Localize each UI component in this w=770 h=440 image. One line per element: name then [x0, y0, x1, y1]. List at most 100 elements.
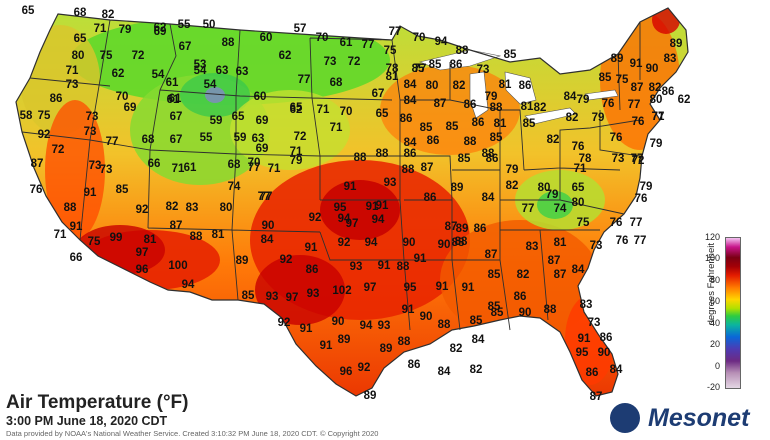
temperature-reading: 84 [261, 234, 274, 246]
temperature-reading: 77 [414, 63, 427, 75]
mesonet-globe-icon [610, 403, 640, 433]
map-title: Air Temperature (°F) [6, 392, 189, 413]
temperature-reading: 95 [334, 202, 347, 214]
map-timestamp: 3:00 PM June 18, 2020 CDT [6, 414, 168, 428]
temperature-reading: 60 [254, 91, 267, 103]
temperature-reading: 80 [72, 50, 85, 62]
temperature-reading: 61 [166, 77, 179, 89]
temperature-reading: 92 [358, 362, 371, 374]
temperature-reading: 88 [397, 261, 410, 273]
temperature-reading: 93 [350, 261, 363, 273]
temperature-reading: 86 [404, 148, 417, 160]
temperature-reading: 63 [216, 65, 229, 77]
temperature-reading: 79 [640, 181, 653, 193]
temperature-reading: 87 [31, 158, 44, 170]
temperature-reading: 55 [200, 132, 213, 144]
temperature-reading: 76 [572, 141, 585, 153]
temperature-reading: 77 [248, 162, 261, 174]
temperature-reading: 81 [386, 71, 399, 83]
temperature-reading: 77 [258, 191, 271, 203]
temperature-reading: 91 [344, 181, 357, 193]
temperature-reading: 75 [384, 45, 397, 57]
temperature-reading: 90 [262, 220, 275, 232]
temperature-reading: 79 [650, 138, 663, 150]
temperature-reading: 89 [451, 182, 464, 194]
temperature-reading: 91 [378, 260, 391, 272]
temperature-reading: 84 [404, 95, 417, 107]
temperature-reading: 70 [116, 91, 129, 103]
temperature-reading: 80 [650, 94, 663, 106]
temperature-reading: 85 [429, 59, 442, 71]
temperature-reading: 87 [445, 221, 458, 233]
temperature-reading: 77 [634, 235, 647, 247]
temperature-reading: 82 [649, 82, 662, 94]
temperature-reading: 91 [402, 304, 415, 316]
temperature-reading: 84 [438, 366, 451, 378]
temperature-reading: 85 [412, 63, 425, 75]
temperature-reading: 80 [572, 197, 585, 209]
temperature-reading: 85 [458, 153, 471, 165]
temperature-reading: 91 [84, 187, 97, 199]
temperature-reading: 92 [309, 212, 322, 224]
temperature-reading: 72 [294, 131, 307, 143]
temperature-reading: 92 [136, 204, 149, 216]
temperature-reading: 87 [554, 269, 567, 281]
temperature-reading: 81 [554, 237, 567, 249]
temperature-reading: 71 [268, 163, 281, 175]
temperature-reading: 72 [52, 144, 65, 156]
temperature-reading: 58 [20, 110, 33, 122]
temperature-reading: 88 [376, 148, 389, 160]
temperature-reading: 91 [320, 340, 333, 352]
temperature-reading: 92 [280, 254, 293, 266]
temperature-reading: 88 [64, 202, 77, 214]
temperature-reading: 91 [462, 282, 475, 294]
temperature-reading: 92 [338, 237, 351, 249]
temperature-reading: 65 [232, 111, 245, 123]
temperature-reading: 91 [376, 200, 389, 212]
temperature-reading: 68 [142, 134, 155, 146]
temperature-reading: 79 [485, 91, 498, 103]
temperature-reading: 62 [112, 68, 125, 80]
temperature-reading: 99 [110, 232, 123, 244]
temperature-reading: 57 [294, 23, 307, 35]
temperature-reading: 65 [376, 108, 389, 120]
temperature-reading: 61 [184, 162, 197, 174]
temperature-reading: 87 [590, 391, 603, 403]
temperature-reading: 77 [362, 39, 375, 51]
temperature-reading: 89 [380, 343, 393, 355]
temperature-reading: 54 [152, 69, 165, 81]
color-scale-tick-label: 0 [714, 360, 720, 371]
temperature-reading: 91 [366, 201, 379, 213]
temperature-reading: 86 [306, 264, 319, 276]
temperature-reading: 75 [88, 236, 101, 248]
color-scale-tick-label: 100 [704, 253, 720, 264]
temperature-reading: 61 [340, 37, 353, 49]
temperature-reading: 81 [212, 229, 225, 241]
temperature-reading: 77 [631, 153, 644, 165]
temperature-reading: 91 [305, 242, 318, 254]
temperature-reading: 87 [631, 82, 644, 94]
temperature-reading: 77 [389, 26, 402, 38]
temperature-reading: 69 [256, 143, 269, 155]
temperature-reading: 88 [190, 231, 203, 243]
temperature-reading: 55 [178, 19, 191, 31]
temperature-reading: 77 [298, 74, 311, 86]
temperature-reading: 82 [547, 134, 560, 146]
temperature-reading: 81 [494, 118, 507, 130]
temperature-reading: 96 [136, 264, 149, 276]
temperature-reading: 87 [548, 255, 561, 267]
temperature-reading: 84 [572, 264, 585, 276]
temperature-reading: 85 [470, 315, 483, 327]
temperature-reading: 83 [186, 202, 199, 214]
temperature-reading: 82 [453, 80, 466, 92]
temperature-reading: 92 [38, 129, 51, 141]
temperature-reading: 81 [144, 234, 157, 246]
temperature-reading: 82 [470, 364, 483, 376]
temperature-reading: 63 [236, 66, 249, 78]
temperature-reading: 86 [519, 80, 532, 92]
temperature-reading: 61 [169, 93, 182, 105]
temperature-reading: 92 [278, 317, 291, 329]
color-scale-tick-label: 120 [704, 232, 720, 242]
temperature-reading: 62 [279, 50, 292, 62]
